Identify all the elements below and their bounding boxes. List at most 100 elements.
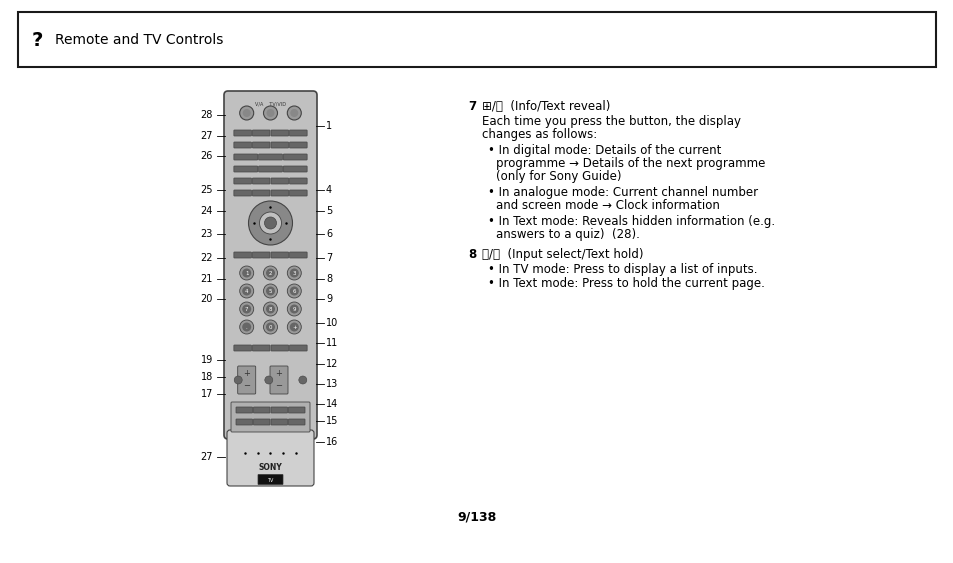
Circle shape [233, 376, 242, 384]
Text: 15: 15 [326, 417, 338, 426]
Text: 22: 22 [200, 253, 213, 263]
FancyBboxPatch shape [271, 178, 288, 184]
FancyBboxPatch shape [233, 178, 252, 184]
FancyBboxPatch shape [235, 407, 253, 413]
Text: 1: 1 [245, 271, 248, 276]
Circle shape [290, 305, 298, 314]
Text: 9: 9 [326, 294, 332, 304]
Text: • In digital mode: Details of the current: • In digital mode: Details of the curren… [488, 144, 720, 157]
Circle shape [287, 106, 301, 120]
Circle shape [266, 305, 274, 314]
FancyBboxPatch shape [290, 252, 307, 258]
Text: 7: 7 [326, 253, 332, 263]
Circle shape [287, 266, 301, 280]
Circle shape [290, 287, 298, 296]
Circle shape [263, 266, 277, 280]
Text: +: + [243, 369, 250, 378]
Text: SONY: SONY [258, 463, 282, 472]
Text: 1: 1 [326, 120, 332, 131]
Circle shape [266, 109, 274, 117]
FancyBboxPatch shape [233, 345, 252, 351]
Text: 5: 5 [326, 205, 332, 216]
Circle shape [290, 269, 298, 278]
FancyBboxPatch shape [227, 430, 314, 486]
FancyBboxPatch shape [253, 190, 270, 196]
Text: 3: 3 [293, 271, 295, 276]
Text: 4: 4 [326, 185, 332, 195]
Circle shape [266, 269, 274, 278]
FancyBboxPatch shape [18, 12, 935, 67]
Text: 4: 4 [245, 289, 248, 294]
Text: ⓘ/ⓔ  (Input select/Text hold): ⓘ/ⓔ (Input select/Text hold) [481, 248, 643, 261]
Circle shape [248, 201, 293, 245]
Circle shape [290, 109, 298, 117]
FancyBboxPatch shape [271, 252, 288, 258]
Text: 0: 0 [269, 325, 272, 330]
FancyBboxPatch shape [271, 419, 287, 425]
Circle shape [242, 269, 251, 278]
FancyBboxPatch shape [271, 142, 288, 148]
Text: • In Text mode: Press to hold the current page.: • In Text mode: Press to hold the curren… [488, 277, 764, 290]
FancyBboxPatch shape [253, 252, 270, 258]
FancyBboxPatch shape [271, 190, 288, 196]
Text: +: + [275, 369, 282, 378]
Text: V/A    TV/VID: V/A TV/VID [254, 101, 286, 106]
Text: 17: 17 [200, 389, 213, 399]
FancyBboxPatch shape [290, 130, 307, 136]
FancyBboxPatch shape [258, 154, 282, 160]
Text: 6: 6 [326, 229, 332, 239]
Circle shape [264, 217, 276, 229]
Text: Remote and TV Controls: Remote and TV Controls [55, 33, 223, 47]
FancyBboxPatch shape [283, 154, 307, 160]
FancyBboxPatch shape [288, 419, 305, 425]
Circle shape [263, 106, 277, 120]
FancyBboxPatch shape [233, 190, 252, 196]
FancyBboxPatch shape [233, 130, 252, 136]
FancyBboxPatch shape [288, 407, 305, 413]
Circle shape [265, 376, 273, 384]
Text: 26: 26 [200, 151, 213, 161]
Text: 8: 8 [468, 248, 476, 261]
Text: 9/138: 9/138 [456, 510, 497, 523]
Text: 12: 12 [326, 359, 338, 369]
FancyBboxPatch shape [253, 130, 270, 136]
Text: Each time you press the button, the display: Each time you press the button, the disp… [481, 115, 740, 128]
Text: 13: 13 [326, 379, 338, 389]
Text: answers to a quiz)  (28).: answers to a quiz) (28). [496, 228, 639, 241]
Text: 2: 2 [269, 271, 272, 276]
FancyBboxPatch shape [224, 91, 316, 439]
FancyBboxPatch shape [257, 475, 283, 485]
FancyBboxPatch shape [233, 166, 257, 172]
Text: 14: 14 [326, 399, 338, 409]
FancyBboxPatch shape [233, 142, 252, 148]
Circle shape [266, 323, 274, 332]
Text: 9: 9 [293, 307, 295, 312]
Circle shape [266, 287, 274, 296]
FancyBboxPatch shape [290, 178, 307, 184]
FancyBboxPatch shape [253, 345, 270, 351]
Text: 6: 6 [293, 289, 295, 294]
FancyBboxPatch shape [258, 166, 282, 172]
Circle shape [239, 302, 253, 316]
Text: 8: 8 [269, 307, 272, 312]
Text: −: − [243, 382, 250, 391]
Text: −: − [275, 382, 282, 391]
Text: 7: 7 [245, 307, 248, 312]
FancyBboxPatch shape [253, 178, 270, 184]
FancyBboxPatch shape [271, 345, 288, 351]
Text: 23: 23 [200, 229, 213, 239]
Circle shape [259, 212, 281, 234]
FancyBboxPatch shape [237, 366, 255, 394]
Text: 5: 5 [269, 289, 272, 294]
Circle shape [287, 284, 301, 298]
Text: +: + [292, 325, 296, 330]
Text: programme → Details of the next programme: programme → Details of the next programm… [496, 157, 764, 170]
FancyBboxPatch shape [253, 419, 270, 425]
FancyBboxPatch shape [290, 190, 307, 196]
Text: 16: 16 [326, 437, 338, 447]
Text: 18: 18 [200, 372, 213, 382]
Circle shape [239, 106, 253, 120]
Text: 8: 8 [326, 274, 332, 284]
Text: 27: 27 [200, 452, 213, 462]
Circle shape [263, 302, 277, 316]
